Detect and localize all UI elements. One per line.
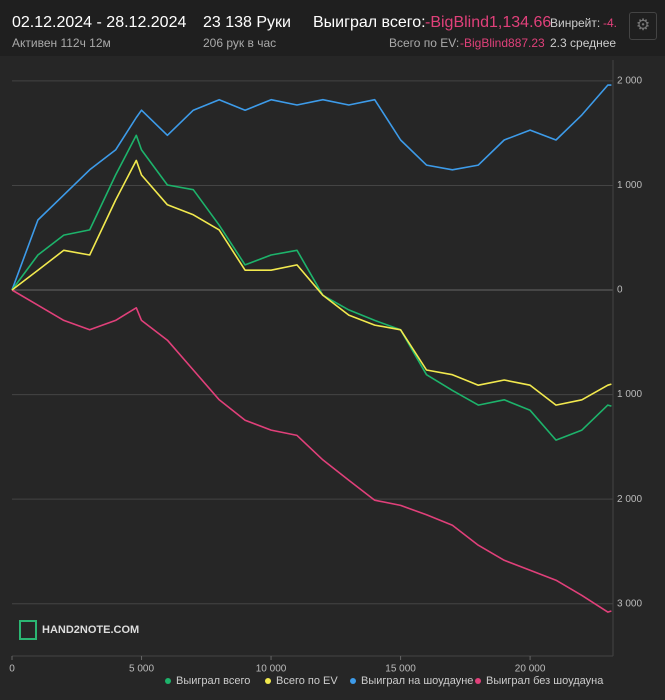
active-time: Активен 112ч 12м — [12, 36, 111, 50]
chart-background — [0, 56, 665, 700]
series-line — [11, 289, 612, 613]
winrate-label: Винрейт: — [550, 16, 601, 30]
won-label: Выиграл всего: — [313, 14, 426, 31]
y-tick-label: 0 — [617, 285, 623, 296]
legend-label: Выиграл на шоудауне — [361, 675, 473, 687]
y-tick-label: 3 000 — [617, 598, 642, 609]
legend-label: Выиграл без шоудауна — [486, 675, 604, 687]
y-tick-label: 1 000 — [617, 180, 642, 191]
logo-icon — [19, 620, 37, 640]
ev-value: -BigBlind887.23 — [460, 36, 545, 50]
x-tick-label: 15 000 — [385, 664, 416, 675]
x-tick-label: 20 000 — [515, 664, 546, 675]
chart: HAND2NOTE.COM 2 000 1 000 0 1 000 2 000 3 000… — [0, 56, 665, 700]
x-tick-label: 5 000 — [129, 664, 154, 675]
header: 02.12.2024 - 28.12.2024 Активен 112ч 12м… — [0, 0, 665, 56]
y-tick-label: 2 000 — [617, 494, 642, 505]
legend-label: Выиграл всего — [176, 675, 250, 687]
won-value: -BigBlind1,134.66 — [425, 14, 552, 31]
x-tick-label: 10 000 — [256, 664, 287, 675]
logo-text: HAND2NOTE.COM — [42, 624, 139, 636]
x-tick-label: 0 — [9, 664, 15, 675]
logo: HAND2NOTE.COM — [19, 620, 139, 640]
y-tick-label: 1 000 — [617, 389, 642, 400]
series-line — [11, 134, 612, 441]
date-range: 02.12.2024 - 28.12.2024 — [12, 14, 187, 31]
y-tick-label: 2 000 — [617, 76, 642, 87]
series-line — [11, 84, 612, 291]
series-line — [11, 159, 612, 406]
legend-marker — [475, 678, 481, 684]
hands-per-hour: 206 рук в час — [203, 36, 277, 50]
ev-label: Всего по EV: — [389, 36, 460, 50]
average: 2.3 среднее — [550, 36, 617, 50]
settings-button[interactable]: ⚙ — [629, 12, 657, 40]
legend-marker — [165, 678, 171, 684]
winrate-value: -4. — [603, 16, 618, 30]
legend-label: Всего по EV — [276, 675, 338, 687]
legend-marker — [350, 678, 356, 684]
legend-marker — [265, 678, 271, 684]
hands: 23 138 Руки — [203, 14, 291, 31]
